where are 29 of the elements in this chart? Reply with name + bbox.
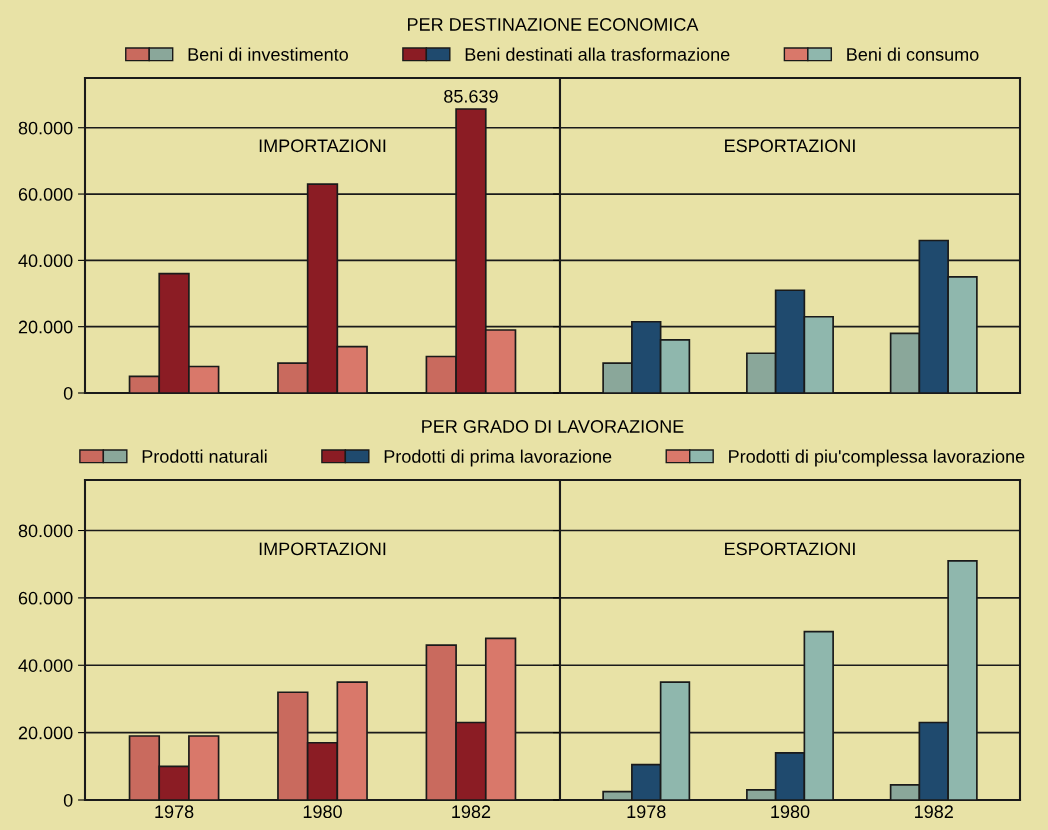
y-tick-label: 20.000 — [18, 726, 73, 740]
x-tick-label: 1980 — [771, 805, 810, 819]
legend-label: Beni di consumo — [847, 47, 979, 61]
data-label: 85.639 — [444, 89, 498, 103]
y-tick-label: 0 — [63, 793, 73, 807]
text: IMPORTAZIONI — [259, 139, 386, 153]
x-tick-label: 1978 — [627, 805, 666, 819]
y-tick-label: 60.000 — [18, 591, 73, 605]
x-tick-label: 1980 — [303, 805, 342, 819]
text: IMPORTAZIONI — [259, 542, 386, 556]
text: ESPORTAZIONI — [725, 542, 855, 556]
y-tick-label: 80.000 — [18, 524, 73, 538]
chart-title: PER GRADO DI LAVORAZIONE — [422, 420, 684, 433]
y-tick-label: 20.000 — [18, 320, 73, 334]
legend-label: Prodotti naturali — [142, 449, 267, 463]
y-tick-label: 80.000 — [18, 121, 73, 135]
legend-label: Beni destinati alla trasformazione — [465, 47, 730, 61]
y-tick-label: 60.000 — [18, 187, 73, 201]
legend-label: Prodotti di prima lavorazione — [384, 449, 612, 467]
legend-label: Prodotti di piu'complessa lavorazione — [729, 449, 1025, 467]
x-tick-label: 1978 — [155, 805, 194, 819]
legend-label: Beni di investimento — [188, 47, 348, 61]
chart-title: PER DESTINAZIONE ECONOMICA — [408, 18, 699, 31]
text: ESPORTAZIONI — [725, 139, 855, 153]
x-tick-label: 1982 — [452, 805, 491, 819]
y-tick-label: 40.000 — [18, 254, 73, 268]
x-tick-label: 1982 — [915, 805, 953, 819]
y-tick-label: 40.000 — [18, 659, 73, 672]
y-tick-label: 0 — [63, 386, 73, 400]
